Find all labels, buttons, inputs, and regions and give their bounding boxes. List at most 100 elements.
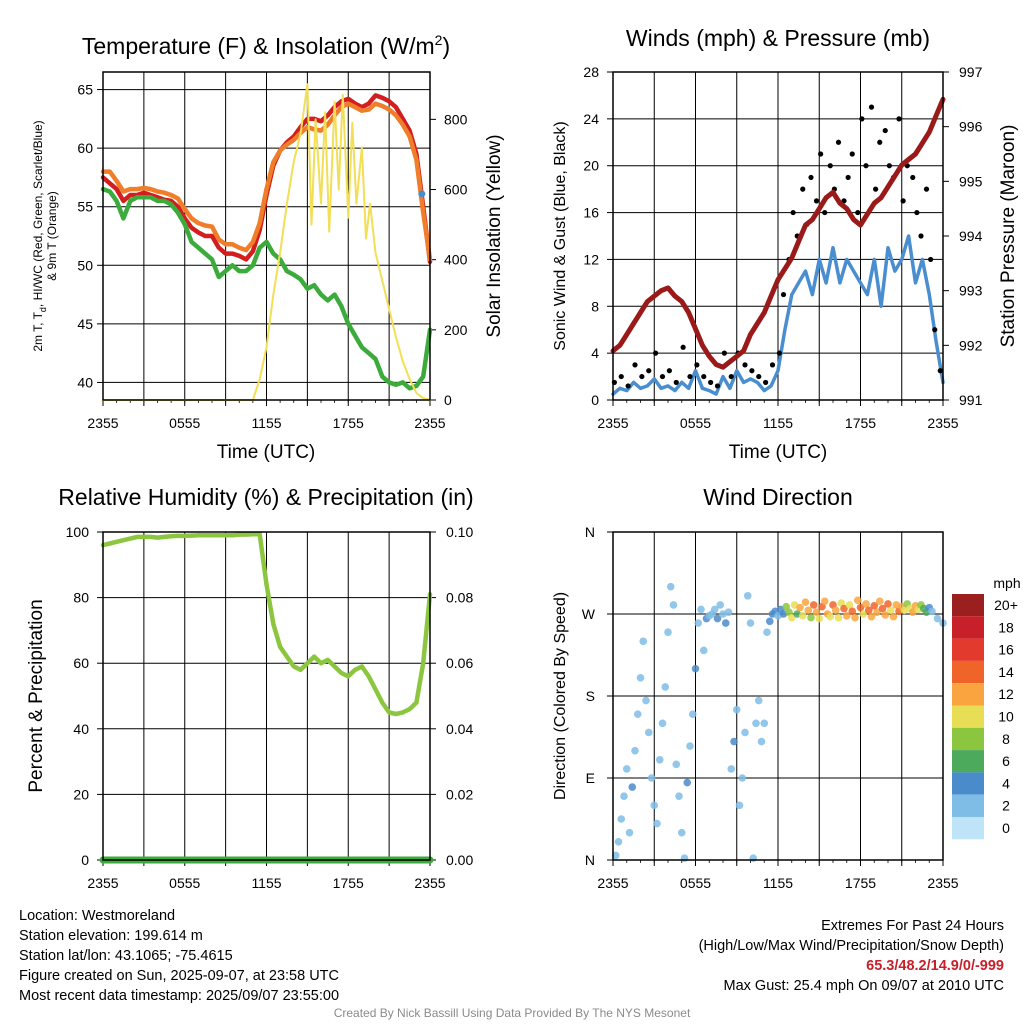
direction-point bbox=[864, 606, 873, 615]
y2-tick-label: 200 bbox=[444, 322, 468, 338]
gust-point bbox=[835, 139, 842, 145]
direction-point bbox=[754, 696, 763, 705]
y-axis-label: Sonic Wind & Gust (Blue, Black) bbox=[552, 121, 569, 350]
gust-point bbox=[841, 198, 847, 204]
series-t9m bbox=[100, 101, 433, 262]
direction-point bbox=[655, 755, 664, 764]
direction-point bbox=[661, 683, 670, 691]
direction-point bbox=[680, 854, 689, 862]
extremes-subtitle: (High/Low/Max Wind/Precipitation/Snow De… bbox=[698, 938, 1004, 954]
x-tick-label: 0555 bbox=[680, 875, 711, 891]
gust-point bbox=[868, 104, 875, 110]
direction-point bbox=[820, 597, 829, 606]
direction-point bbox=[735, 801, 744, 810]
gust-point bbox=[914, 209, 920, 216]
latlon-text: Station lat/lon: 43.1065; -75.4615 bbox=[19, 948, 233, 964]
gust-point bbox=[701, 373, 707, 380]
direction-point bbox=[724, 608, 733, 616]
x-tick-label: 0555 bbox=[169, 415, 200, 431]
x-axis-label: Time (UTC) bbox=[729, 442, 828, 463]
direction-point bbox=[765, 617, 774, 626]
panel-2: 2355 0555 1155 1755 2355 0 4 8 12 16 20 24 28 991 992 9… bbox=[552, 25, 1019, 463]
series-wind bbox=[611, 234, 945, 396]
legend-swatch bbox=[952, 616, 984, 639]
direction-point bbox=[727, 765, 736, 773]
y-tick-label: 45 bbox=[77, 316, 93, 332]
direction-point bbox=[886, 606, 895, 615]
x-tick-label: 2355 bbox=[87, 875, 118, 891]
direction-point bbox=[815, 614, 824, 623]
x-tick-label: 0555 bbox=[169, 875, 200, 891]
direction-point bbox=[746, 619, 755, 627]
legend-swatch bbox=[952, 817, 984, 840]
y-tick-label: 24 bbox=[583, 111, 599, 127]
direction-point bbox=[688, 710, 697, 719]
gust-point bbox=[646, 368, 652, 374]
y-tick-label: 60 bbox=[73, 655, 89, 671]
plot-frame bbox=[102, 71, 431, 401]
gust-point bbox=[923, 186, 930, 192]
legend-label: 8 bbox=[1002, 731, 1010, 747]
gust-point bbox=[728, 373, 734, 380]
direction-point bbox=[884, 600, 892, 608]
legend-swatch bbox=[952, 750, 984, 773]
gust-point bbox=[639, 373, 645, 380]
gust-point bbox=[813, 198, 820, 204]
x-tick-label: 2355 bbox=[414, 875, 445, 891]
direction-point bbox=[628, 783, 637, 791]
gust-point bbox=[749, 368, 755, 374]
direction-point bbox=[611, 851, 620, 860]
direction-point bbox=[683, 778, 692, 787]
y2-tick-label: 0.06 bbox=[446, 655, 473, 671]
legend-swatch bbox=[952, 705, 984, 728]
direction-point bbox=[842, 612, 851, 620]
plot-frame bbox=[612, 71, 944, 401]
direction-point bbox=[647, 774, 656, 782]
gust-point bbox=[859, 116, 865, 122]
direction-point bbox=[853, 596, 862, 605]
gust-point bbox=[928, 256, 934, 263]
chart-title: Wind Direction bbox=[703, 484, 853, 510]
y2-tick-label: 800 bbox=[444, 111, 468, 127]
direction-point bbox=[801, 598, 810, 606]
series-rh bbox=[100, 532, 433, 717]
direction-point bbox=[763, 628, 771, 637]
legend-label: 2 bbox=[1002, 798, 1010, 814]
gust-point bbox=[896, 116, 902, 122]
direction-point bbox=[639, 637, 648, 646]
gust-point bbox=[687, 373, 693, 380]
direction-point bbox=[617, 815, 626, 823]
gust-point bbox=[827, 163, 833, 169]
gust-point bbox=[632, 362, 638, 368]
direction-point bbox=[669, 601, 678, 609]
chart-title: Relative Humidity (%) & Precipitation (i… bbox=[58, 484, 473, 510]
direction-point bbox=[664, 628, 672, 637]
direction-point bbox=[677, 828, 686, 837]
y-tick-label: 20 bbox=[583, 158, 599, 174]
y-tick-label: 40 bbox=[73, 721, 89, 737]
gust-point bbox=[763, 379, 769, 386]
direction-point bbox=[741, 728, 749, 737]
direction-point bbox=[636, 673, 645, 682]
direction-point bbox=[804, 606, 813, 615]
chart-title: Temperature (F) & Insolation (W/m2) bbox=[82, 32, 450, 59]
y-tick-label: 100 bbox=[66, 524, 90, 540]
direction-point bbox=[650, 801, 659, 810]
direction-point bbox=[658, 719, 667, 728]
legend-label: 6 bbox=[1002, 753, 1010, 769]
direction-point bbox=[834, 613, 843, 622]
y2-tick-label: 0.02 bbox=[446, 786, 473, 802]
y-tick-label: 8 bbox=[591, 298, 599, 314]
direction-point bbox=[760, 719, 769, 728]
series-td bbox=[100, 186, 433, 391]
x-tick-label: 1155 bbox=[763, 415, 793, 431]
direction-point bbox=[620, 792, 628, 801]
legend-label: 18 bbox=[998, 619, 1014, 635]
direction-point bbox=[730, 737, 738, 746]
y2-tick-label: 0.10 bbox=[446, 524, 473, 540]
direction-point bbox=[870, 602, 879, 610]
gust-point bbox=[780, 291, 787, 298]
gust-point bbox=[855, 209, 861, 216]
legend-label: 16 bbox=[998, 642, 1014, 658]
